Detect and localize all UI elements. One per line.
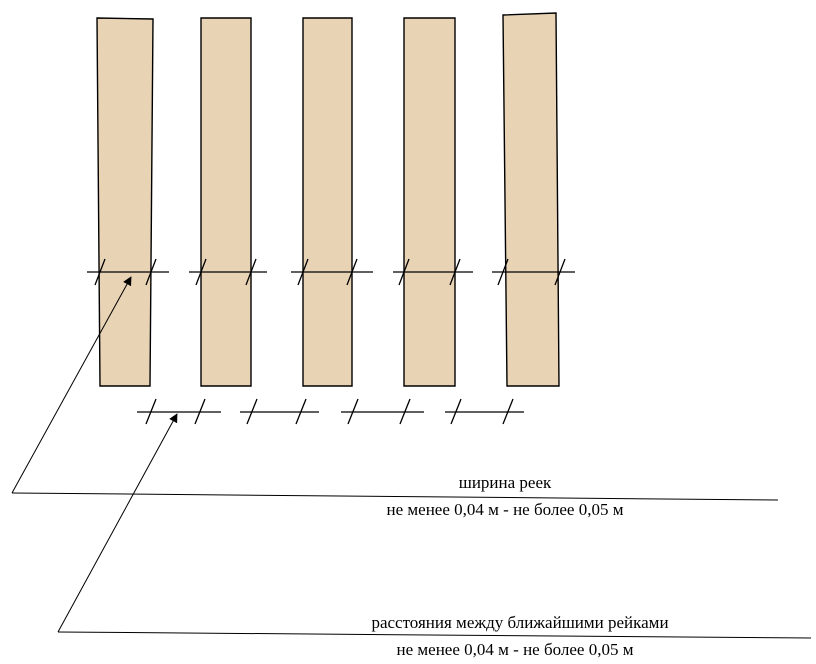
leader-gap-between <box>57 413 812 639</box>
gap-dimensions <box>137 398 524 425</box>
slat-4 <box>403 17 456 387</box>
slat-5 <box>502 12 560 387</box>
slat-width-dimensions <box>87 258 575 286</box>
leader-slat-width <box>11 276 779 501</box>
slats <box>96 12 560 387</box>
gap-dimension-2 <box>240 398 319 425</box>
gap-dimension-4 <box>445 398 524 425</box>
width-dimension-5 <box>492 258 575 286</box>
gap-between-range: не менее 0,04 м - не более 0,05 м <box>396 640 634 659</box>
gap-between-title: расстояния между ближайшими рейками <box>371 613 669 632</box>
width-dimension-3 <box>291 258 373 286</box>
slat-width-title: ширина реек <box>458 473 552 492</box>
slat-1 <box>96 17 154 387</box>
slat-2 <box>200 17 252 387</box>
slat-width-range: не менее 0,04 м - не более 0,05 м <box>386 500 624 519</box>
gap-dimension-3 <box>341 398 424 425</box>
slat-3 <box>302 17 353 387</box>
gap-dimension-1 <box>137 398 221 425</box>
width-dimension-1 <box>87 258 169 286</box>
width-dimension-4 <box>393 258 473 286</box>
width-dimension-2 <box>189 258 267 286</box>
